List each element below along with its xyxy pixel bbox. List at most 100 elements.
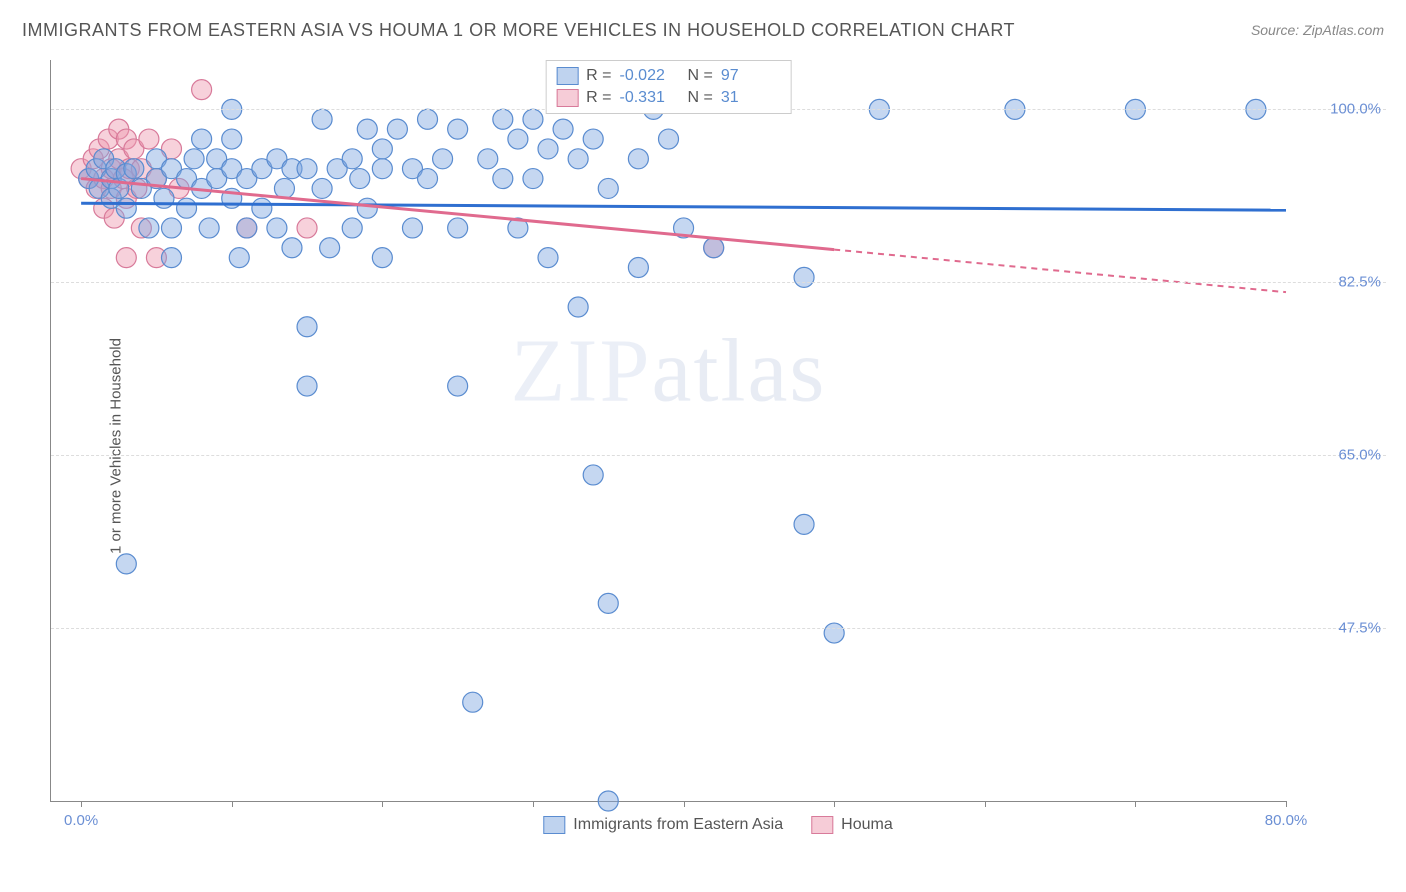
r-value-pink: -0.331: [620, 89, 680, 107]
scatter-point-blue: [523, 169, 543, 189]
r-label: R =: [586, 89, 611, 107]
scatter-point-blue: [598, 791, 618, 811]
scatter-point-blue: [478, 149, 498, 169]
scatter-point-blue: [418, 169, 438, 189]
scatter-point-blue: [177, 198, 197, 218]
scatter-point-blue: [252, 198, 272, 218]
scatter-point-blue: [553, 119, 573, 139]
n-value-pink: 31: [721, 89, 781, 107]
scatter-point-blue: [222, 129, 242, 149]
legend-item-blue: Immigrants from Eastern Asia: [543, 816, 783, 834]
scatter-point-blue: [124, 159, 144, 179]
x-tick: [684, 801, 685, 807]
chart-title: IMMIGRANTS FROM EASTERN ASIA VS HOUMA 1 …: [22, 20, 1015, 41]
scatter-point-blue: [794, 514, 814, 534]
swatch-blue-icon: [543, 816, 565, 834]
scatter-point-blue: [342, 149, 362, 169]
scatter-point-blue: [192, 129, 212, 149]
x-tick: [232, 801, 233, 807]
legend-label-pink: Houma: [841, 816, 893, 834]
gridline: [51, 628, 1386, 629]
scatter-point-blue: [628, 149, 648, 169]
scatter-point-blue: [116, 554, 136, 574]
scatter-point-blue: [161, 218, 181, 238]
scatter-point-blue: [267, 218, 287, 238]
x-tick: [533, 801, 534, 807]
y-tick-label: 82.5%: [1291, 274, 1381, 291]
legend-row-pink: R = -0.331 N = 31: [556, 87, 781, 109]
y-tick-label: 47.5%: [1291, 620, 1381, 637]
scatter-point-blue: [583, 129, 603, 149]
scatter-point-blue: [282, 238, 302, 258]
source-attribution: Source: ZipAtlas.com: [1251, 22, 1384, 38]
scatter-point-blue: [448, 119, 468, 139]
scatter-point-blue: [568, 297, 588, 317]
swatch-blue-icon: [556, 67, 578, 85]
scatter-point-blue: [433, 149, 453, 169]
x-tick-label: 0.0%: [64, 812, 98, 829]
x-tick: [81, 801, 82, 807]
n-label: N =: [688, 67, 713, 85]
scatter-point-blue: [372, 159, 392, 179]
scatter-point-blue: [342, 218, 362, 238]
scatter-point-blue: [229, 248, 249, 268]
scatter-point-pink: [192, 80, 212, 100]
scatter-point-blue: [237, 218, 257, 238]
x-tick: [985, 801, 986, 807]
scatter-point-blue: [161, 248, 181, 268]
scatter-point-blue: [297, 317, 317, 337]
scatter-point-blue: [357, 198, 377, 218]
scatter-point-blue: [523, 109, 543, 129]
scatter-point-blue: [372, 139, 392, 159]
x-tick: [1135, 801, 1136, 807]
legend-label-blue: Immigrants from Eastern Asia: [573, 816, 783, 834]
scatter-point-blue: [274, 178, 294, 198]
scatter-point-pink: [139, 129, 159, 149]
r-value-blue: -0.022: [620, 67, 680, 85]
scatter-point-blue: [312, 178, 332, 198]
scatter-point-blue: [418, 109, 438, 129]
scatter-point-blue: [402, 218, 422, 238]
swatch-pink-icon: [811, 816, 833, 834]
scatter-point-pink: [116, 248, 136, 268]
scatter-point-blue: [704, 238, 724, 258]
y-tick-label: 100.0%: [1291, 101, 1381, 118]
scatter-point-blue: [583, 465, 603, 485]
scatter-point-blue: [824, 623, 844, 643]
correlation-legend: R = -0.022 N = 97 R = -0.331 N = 31: [545, 60, 792, 114]
scatter-point-pink: [297, 218, 317, 238]
gridline: [51, 282, 1386, 283]
r-label: R =: [586, 67, 611, 85]
x-tick: [1286, 801, 1287, 807]
n-value-blue: 97: [721, 67, 781, 85]
scatter-point-blue: [463, 692, 483, 712]
scatter-point-blue: [357, 119, 377, 139]
scatter-point-blue: [312, 109, 332, 129]
scatter-point-blue: [508, 129, 528, 149]
x-tick-label: 80.0%: [1265, 812, 1308, 829]
scatter-point-blue: [493, 169, 513, 189]
scatter-point-blue: [628, 257, 648, 277]
scatter-point-blue: [297, 376, 317, 396]
scatter-point-blue: [297, 159, 317, 179]
x-tick: [382, 801, 383, 807]
scatter-point-blue: [538, 248, 558, 268]
gridline: [51, 455, 1386, 456]
legend-row-blue: R = -0.022 N = 97: [556, 65, 781, 87]
scatter-point-blue: [184, 149, 204, 169]
x-tick: [834, 801, 835, 807]
n-label: N =: [688, 89, 713, 107]
scatter-point-blue: [448, 376, 468, 396]
swatch-pink-icon: [556, 89, 578, 107]
series-legend: Immigrants from Eastern Asia Houma: [543, 816, 892, 834]
scatter-point-blue: [372, 248, 392, 268]
scatter-point-blue: [116, 198, 136, 218]
scatter-point-blue: [350, 169, 370, 189]
scatter-point-blue: [320, 238, 340, 258]
y-tick-label: 65.0%: [1291, 447, 1381, 464]
plot-area: ZIPatlas R = -0.022 N = 97 R = -0.331 N …: [50, 60, 1286, 802]
scatter-point-blue: [794, 267, 814, 287]
scatter-point-blue: [538, 139, 558, 159]
scatter-point-blue: [199, 218, 219, 238]
trend-line-pink-dashed: [834, 250, 1286, 293]
